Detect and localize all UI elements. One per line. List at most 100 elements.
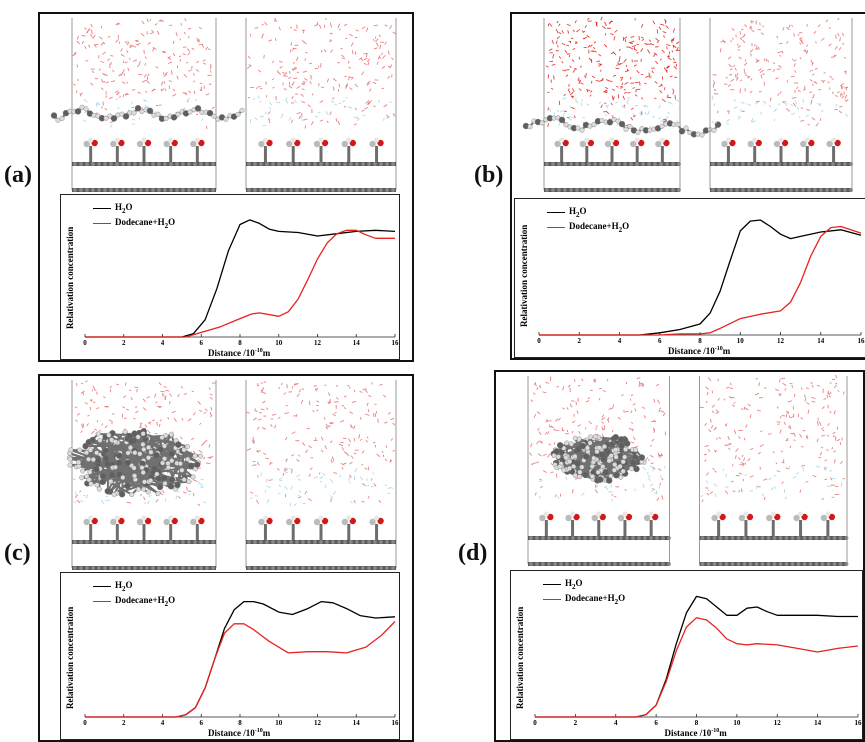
surface-functional-groups <box>258 137 384 162</box>
dodecane-oil-molecules <box>522 114 722 138</box>
legend: H2O Dodecane+H2O <box>93 201 175 231</box>
plot-svg: 0 2 4 6 8 10 12 14 16 <box>537 219 865 345</box>
simulation-box <box>709 17 853 192</box>
surface-functional-groups <box>83 515 205 540</box>
x-tick-label: 16 <box>392 719 400 727</box>
chart-a: 0 2 4 6 8 10 12 14 16 H2O Dodecane+H2O Relativation… <box>60 194 400 360</box>
x-tick-label: 12 <box>777 337 785 345</box>
x-tick-label: 0 <box>83 719 87 727</box>
x-tick-label: 10 <box>275 339 283 347</box>
x-tick-label: 2 <box>574 719 578 727</box>
legend-entry: Dodecane+H2O <box>93 216 175 231</box>
surface-functional-groups <box>258 515 384 540</box>
chart-d: 0 2 4 6 8 10 12 14 16 H2O Dodecane+H2O Relativation… <box>510 570 863 740</box>
simulation-box <box>71 380 217 570</box>
simulation-snapshot-b <box>522 16 853 192</box>
x-tick-label: 6 <box>200 719 204 727</box>
x-axis-title: Distance /10-10m <box>208 728 271 738</box>
simulation-box <box>245 380 397 570</box>
legend-label: Dodecane+H2O <box>115 217 176 230</box>
series-line-dodecane-h2o <box>85 621 396 718</box>
simulation-snapshot-d <box>527 374 849 566</box>
x-tick-label: 16 <box>858 337 865 345</box>
x-tick-label: 10 <box>737 337 745 345</box>
surface-functional-groups <box>83 137 205 162</box>
panel-label-a: (a) <box>4 162 32 188</box>
x-tick-label: 0 <box>537 337 541 345</box>
x-tick-label: 0 <box>83 339 87 347</box>
x-tick-label: 8 <box>695 719 699 727</box>
x-axis-title: Distance /10-10m <box>664 728 727 738</box>
panel-label-b: (b) <box>474 162 504 188</box>
simulation-box <box>543 16 681 192</box>
panel-b: 0 2 4 6 8 10 12 14 16 H2O Dodecane+H2O Relativation… <box>510 12 865 360</box>
simulation-box <box>71 18 217 192</box>
y-axis-title: Relativation concentration <box>65 226 75 329</box>
graphene-layers <box>699 536 849 566</box>
legend: H2O Dodecane+H2O <box>547 205 629 235</box>
x-tick-label: 2 <box>122 339 126 347</box>
graphene-layers <box>246 162 396 192</box>
x-tick-label: 12 <box>314 719 322 727</box>
x-tick-label: 6 <box>200 339 204 347</box>
graphene-layers <box>72 162 216 192</box>
legend-swatch <box>543 599 561 600</box>
y-axis-title: Relativation concentration <box>515 606 525 709</box>
plot-svg: 0 2 4 6 8 10 12 14 16 <box>83 600 400 727</box>
dodecane-oil-molecules <box>50 104 245 123</box>
x-tick-label: 10 <box>275 719 283 727</box>
legend-label: H2O <box>565 578 583 591</box>
graphene-layers <box>72 540 216 570</box>
x-tick-label: 16 <box>855 719 863 727</box>
legend-entry: H2O <box>93 579 175 594</box>
x-tick-label: 8 <box>698 337 702 345</box>
chart-c: 0 2 4 6 8 10 12 14 16 H2O Dodecane+H2O Relativation… <box>60 572 400 740</box>
x-axis-title: Distance /10-10m <box>208 348 271 358</box>
panel-a: 0 2 4 6 8 10 12 14 16 H2O Dodecane+H2O Relativation… <box>38 12 414 362</box>
legend-swatch <box>547 227 565 228</box>
surface-functional-groups <box>539 511 659 536</box>
legend-entry: Dodecane+H2O <box>547 220 629 235</box>
legend-entry: Dodecane+H2O <box>93 594 175 609</box>
simulation-snapshot-a <box>50 17 397 192</box>
panel-label-c: (c) <box>4 540 31 566</box>
x-tick-label: 14 <box>353 339 361 347</box>
plot-svg: 0 2 4 6 8 10 12 14 16 <box>83 219 400 347</box>
x-tick-label: 8 <box>238 339 242 347</box>
legend-swatch <box>93 208 111 209</box>
legend: H2O Dodecane+H2O <box>543 577 625 607</box>
legend: H2O Dodecane+H2O <box>93 579 175 609</box>
dodecane-oil-molecules <box>66 428 204 498</box>
surface-functional-groups <box>711 511 836 536</box>
series-line-h2o <box>85 600 396 718</box>
series-line-h2o <box>535 595 858 718</box>
simulation-box <box>245 17 397 192</box>
x-tick-label: 2 <box>578 337 582 345</box>
legend-entry: H2O <box>93 201 175 216</box>
legend-swatch <box>93 223 111 224</box>
legend-entry: H2O <box>543 577 625 592</box>
surface-functional-groups <box>554 137 670 162</box>
x-tick-label: 16 <box>392 339 400 347</box>
x-tick-label: 12 <box>774 719 782 727</box>
water-molecules <box>545 16 681 128</box>
x-axis-title: Distance /10-10m <box>668 346 731 356</box>
x-tick-label: 4 <box>161 719 165 727</box>
water-molecules <box>711 17 849 127</box>
legend-swatch <box>543 584 561 585</box>
water-molecules <box>245 381 396 507</box>
x-tick-label: 4 <box>614 719 618 727</box>
graphene-layers <box>710 162 853 192</box>
graphene-layers <box>246 540 396 570</box>
x-tick-label: 14 <box>817 337 825 345</box>
x-tick-label: 6 <box>654 719 658 727</box>
panel-label-d: (d) <box>458 540 488 566</box>
legend-swatch <box>547 212 565 213</box>
series-line-h2o <box>85 219 396 338</box>
water-molecules <box>699 374 846 503</box>
simulation-snapshot-c <box>66 380 397 570</box>
x-tick-label: 4 <box>161 339 165 347</box>
x-tick-label: 8 <box>238 719 242 727</box>
legend-label: H2O <box>115 202 133 215</box>
y-axis-title: Relativation concentration <box>519 224 529 327</box>
